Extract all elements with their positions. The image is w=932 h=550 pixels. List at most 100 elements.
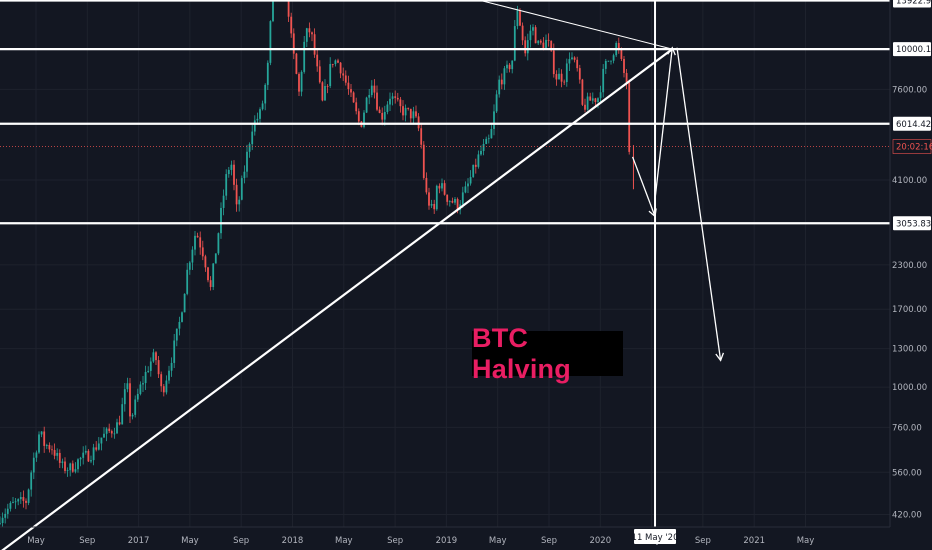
candle-body	[290, 16, 293, 34]
candle-body	[25, 500, 27, 503]
candle-body	[383, 112, 386, 120]
price-axis[interactable]: 7600.00 4100.00 2300.00 1700.00 1300.00 1000.…	[889, 0, 932, 527]
candle-body	[152, 352, 155, 362]
candle-body	[175, 328, 178, 341]
candle-body	[66, 470, 69, 472]
candle-body	[342, 73, 345, 76]
candle-body	[347, 82, 350, 90]
candle-body	[555, 74, 558, 80]
candle-body	[399, 99, 402, 107]
crosshair-date-tag	[634, 529, 677, 544]
candle-body	[207, 267, 209, 281]
candle-body	[0, 523, 1, 524]
candle-body	[311, 32, 313, 35]
candle-body	[308, 28, 311, 33]
candle-body	[142, 383, 144, 385]
price-tick-label: 1700.00	[892, 305, 927, 315]
candle-body	[110, 431, 113, 434]
candle-body	[464, 186, 467, 193]
time-tick-label: May	[797, 536, 815, 546]
candle-body	[95, 447, 98, 450]
price-level-tag	[893, 42, 931, 57]
candle-body	[456, 199, 459, 211]
candle-body	[209, 280, 212, 287]
candle-body	[246, 151, 248, 172]
candle-body	[604, 60, 607, 69]
candle-body	[113, 433, 116, 435]
candle-body	[51, 449, 53, 451]
candle-body	[545, 39, 547, 48]
candle-body	[71, 463, 74, 472]
candle-body	[90, 460, 92, 462]
candle-body	[586, 96, 589, 110]
candle-body	[45, 444, 48, 446]
candle-body	[550, 40, 553, 51]
candle-body	[539, 40, 542, 43]
candle-body	[103, 433, 105, 438]
candle-body	[118, 422, 121, 425]
candle-body	[571, 57, 573, 60]
candle-body	[394, 96, 397, 98]
candle-body	[30, 472, 33, 490]
candle-body	[461, 192, 464, 205]
candle-body	[147, 370, 150, 372]
price-level-tag	[893, 216, 931, 231]
candle-body	[337, 60, 339, 63]
candle-body	[123, 389, 126, 405]
candle-body	[240, 178, 243, 200]
candle-body	[22, 497, 25, 501]
candle-body	[578, 68, 581, 80]
candle-body	[409, 108, 412, 119]
candle-body	[404, 107, 407, 116]
candle-body	[64, 461, 66, 471]
candle-body	[425, 177, 428, 193]
candle-body	[149, 361, 152, 371]
candle-body	[435, 185, 438, 210]
time-tick-label: May	[181, 536, 199, 546]
candle-body	[490, 128, 493, 139]
candle-body	[532, 27, 534, 31]
candle-body	[521, 25, 524, 41]
candle-body	[300, 71, 303, 92]
candle-body	[6, 508, 9, 514]
time-tick-label: 2017	[128, 536, 150, 546]
projection-arrow-head	[648, 208, 657, 218]
candle-body	[48, 444, 51, 450]
time-tick-label: May	[335, 536, 353, 546]
candle-body	[204, 256, 207, 268]
candle-body	[625, 72, 628, 83]
candle-body	[594, 98, 597, 103]
candle-body	[248, 144, 251, 152]
candle-body	[261, 103, 264, 110]
candle-body	[610, 60, 612, 62]
candle-body	[443, 183, 446, 195]
candle-body	[1, 517, 4, 524]
candle-body	[32, 457, 35, 473]
candle-body	[506, 64, 508, 69]
candle-body	[40, 431, 43, 435]
candle-body	[482, 143, 485, 151]
time-axis[interactable]: May Sep 2017 May Sep 2018 May Sep 2019 May Sep 2020…	[0, 526, 890, 546]
candle-body	[617, 42, 620, 49]
candle-body	[230, 164, 233, 170]
candle-body	[376, 92, 378, 110]
price-candles	[0, 0, 634, 527]
candle-body	[144, 371, 147, 384]
candle-body	[235, 184, 238, 205]
candle-body	[116, 422, 118, 434]
time-tick-label: 2019	[436, 536, 458, 546]
candle-body	[503, 68, 506, 85]
time-tick-label: 2018	[282, 536, 304, 546]
candle-body	[326, 86, 329, 87]
candle-body	[568, 59, 571, 64]
candle-body	[357, 111, 360, 122]
time-tick-label: Sep	[233, 536, 249, 546]
candle-body	[563, 81, 566, 83]
candle-body	[181, 312, 183, 322]
candle-body	[355, 102, 358, 112]
candle-body	[396, 97, 399, 100]
price-tick-label: 560.00	[892, 468, 922, 478]
candle-body	[35, 452, 38, 458]
time-tick-label: 2021	[743, 536, 765, 546]
candle-body	[558, 73, 560, 80]
